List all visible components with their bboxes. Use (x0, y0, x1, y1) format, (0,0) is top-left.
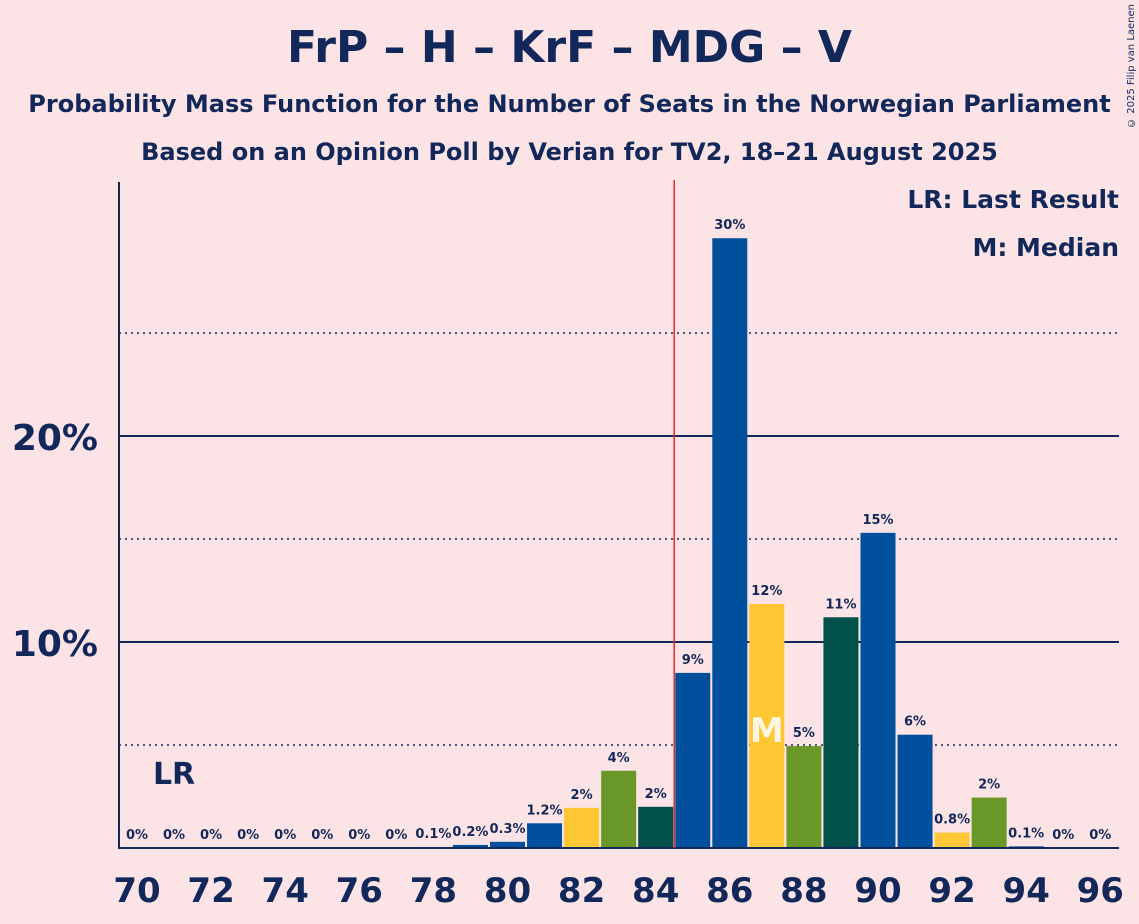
bar-label-seat-73: 0% (237, 828, 259, 843)
bar-label-seat-71: 0% (163, 828, 185, 843)
x-tick-label-86: 86 (706, 871, 753, 911)
bar-seat-89 (823, 617, 859, 848)
x-tick-label-84: 84 (632, 871, 679, 911)
bar-label-seat-77: 0% (385, 828, 407, 843)
bar-seat-79 (452, 844, 488, 848)
bar-label-seat-79: 0.2% (452, 825, 488, 840)
median-marker: M (750, 711, 784, 751)
bar-label-seat-94: 0.1% (1008, 826, 1044, 841)
bar-label-seat-75: 0% (311, 828, 333, 843)
y-tick-label-1: 20% (12, 418, 98, 459)
x-tick-label-80: 80 (484, 871, 531, 911)
bar-label-seat-87: 12% (751, 584, 782, 599)
bar-label-seat-80: 0.3% (489, 822, 525, 837)
bar-label-seat-93: 2% (978, 778, 1000, 793)
bar-seat-86 (712, 238, 748, 849)
bar-label-seat-84: 2% (645, 787, 667, 802)
x-tick-label-90: 90 (854, 871, 901, 911)
x-tick-label-74: 74 (262, 871, 309, 911)
bar-label-seat-88: 5% (793, 726, 815, 741)
chart-grid (119, 332, 1119, 746)
bar-label-seat-90: 15% (862, 513, 893, 528)
bar-label-seat-82: 2% (571, 788, 593, 803)
chart-bars (415, 238, 1044, 849)
x-tick-label-94: 94 (1003, 871, 1050, 911)
bar-seat-85 (675, 672, 711, 848)
y-tick-label-0: 10% (12, 624, 98, 665)
bar-label-seat-85: 9% (682, 653, 704, 668)
bar-seat-81 (527, 823, 563, 848)
bar-seat-84 (638, 806, 674, 848)
x-tick-label-88: 88 (780, 871, 827, 911)
bar-label-seat-92: 0.8% (934, 813, 970, 828)
chart-source: Based on an Opinion Poll by Verian for T… (141, 138, 998, 166)
bar-label-seat-91: 6% (904, 715, 926, 730)
bar-seat-92 (934, 832, 970, 848)
bar-label-seat-83: 4% (608, 751, 630, 766)
bar-seat-87 (749, 603, 785, 848)
x-tick-label-72: 72 (187, 871, 234, 911)
bar-label-seat-76: 0% (348, 828, 370, 843)
x-tick-label-92: 92 (928, 871, 975, 911)
chart-bar-labels: 0% 0% 0% 0% 0% 0% 0% 0% 0.1% 0.2% 0.3%1.2%2%4%2%9%… (126, 218, 1111, 843)
bar-seat-80 (490, 841, 525, 848)
bar-label-seat-81: 1.2% (527, 803, 563, 818)
bar-seat-90 (860, 532, 896, 848)
bar-label-seat-96: 0% (1089, 828, 1111, 843)
x-tick-label-96: 96 (1077, 871, 1124, 911)
legend-median: M: Median (972, 233, 1119, 262)
x-tick-label-76: 76 (336, 871, 383, 911)
chart-markers: LR M (153, 180, 784, 848)
bar-label-seat-74: 0% (274, 828, 296, 843)
bar-seat-88 (786, 746, 822, 848)
bar-label-seat-95: 0% (1052, 828, 1074, 843)
x-tick-label-82: 82 (558, 871, 605, 911)
x-tick-label-78: 78 (410, 871, 457, 911)
x-tick-label-70: 70 (113, 871, 160, 911)
bar-seat-93 (971, 797, 1007, 848)
bar-label-seat-78: 0.1% (415, 827, 451, 842)
chart-axes: 10% 20% 70 72 74 76 78 80 82 84 86 88 90 92 94 96 (12, 182, 1124, 911)
chart-title: FrP – H – KrF – MDG – V (287, 22, 852, 73)
bar-label-seat-86: 30% (714, 218, 745, 233)
legend-last-result: LR: Last Result (907, 185, 1119, 214)
bar-seat-83 (601, 770, 637, 848)
bar-label-seat-70: 0% (126, 828, 148, 843)
bar-label-seat-72: 0% (200, 828, 222, 843)
last-result-marker: LR (153, 757, 195, 792)
bar-seat-91 (897, 734, 933, 848)
bar-seat-82 (564, 807, 600, 848)
bar-label-seat-89: 11% (825, 597, 856, 612)
chart-subtitle: Probability Mass Function for the Number… (28, 90, 1111, 118)
